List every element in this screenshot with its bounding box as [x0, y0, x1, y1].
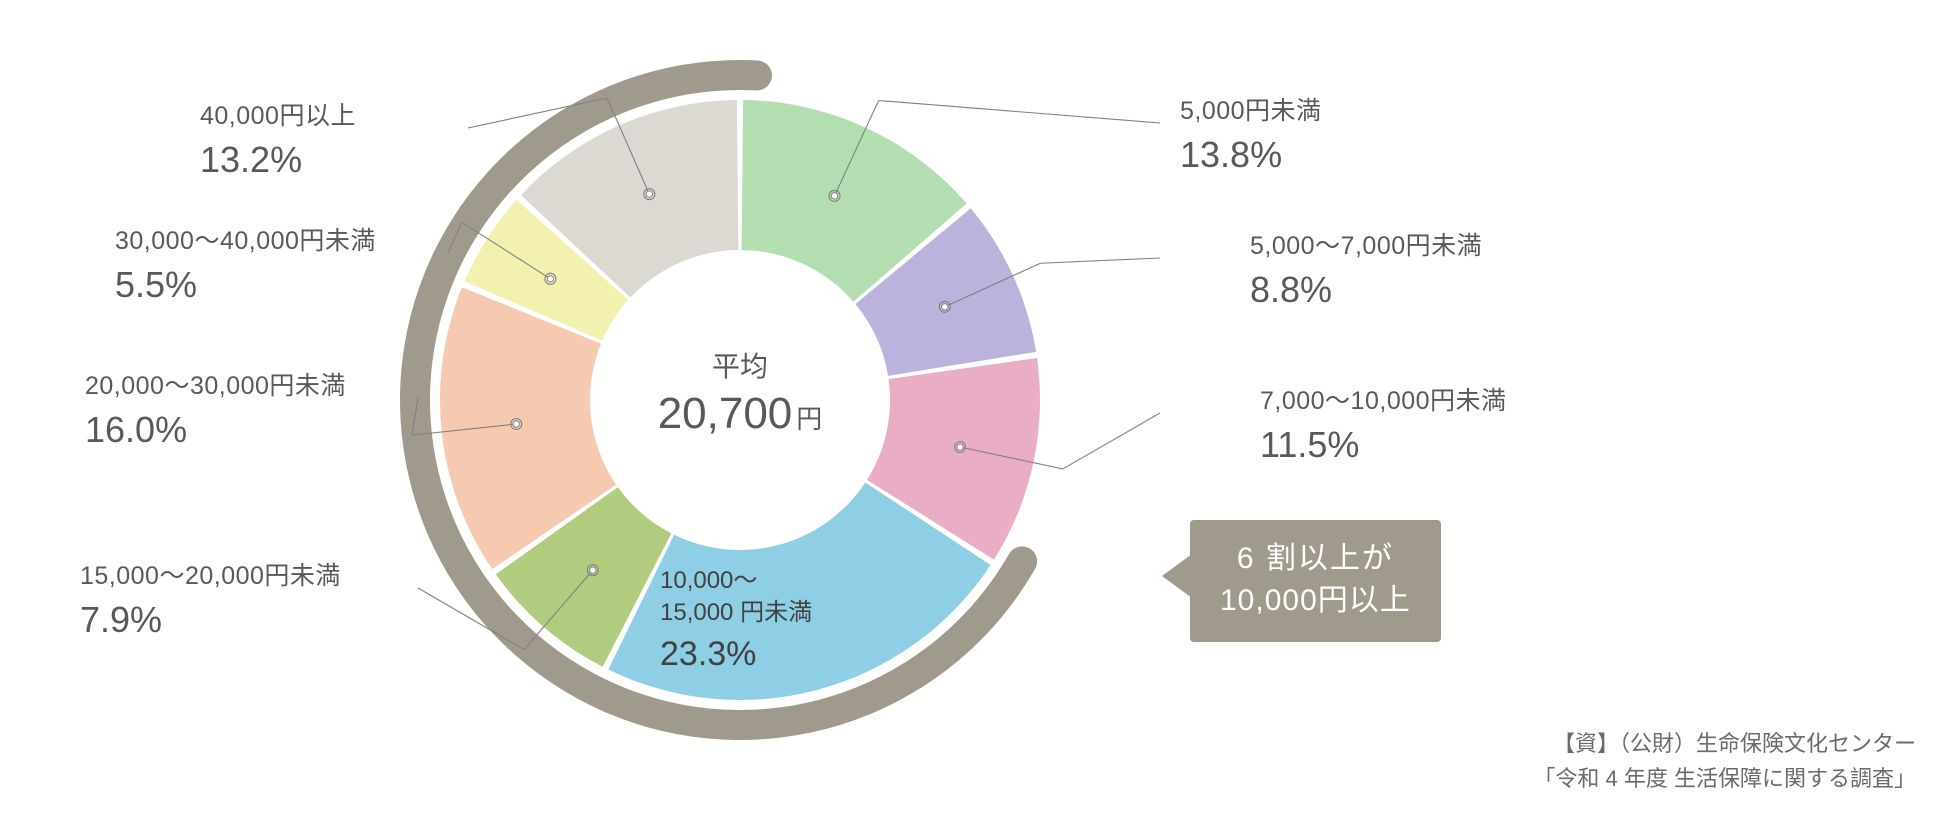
- slice-label-pct: 11.5%: [1260, 421, 1507, 470]
- highlight-callout: 6 割以上が 10,000円以上: [1190, 520, 1441, 642]
- callout-tail: [1162, 554, 1192, 598]
- slice-label: 30,000〜40,000円未満5.5%: [115, 225, 376, 309]
- leader-dot: [513, 421, 519, 427]
- source-citation: 【資】（公財）生命保険文化センター 「令和 4 年度 生活保障に関する調査」: [1533, 726, 1916, 796]
- slice-label-name: 7,000〜10,000円未満: [1260, 385, 1507, 419]
- slice-label-pct: 13.2%: [200, 136, 356, 185]
- slice-label-name: 5,000円未満: [1180, 95, 1322, 129]
- outer-arc-cap: [742, 60, 772, 90]
- leader-dot: [547, 276, 553, 282]
- slice-label-name: 30,000〜40,000円未満: [115, 225, 376, 259]
- leader-dot: [957, 444, 963, 450]
- slice-label: 5,000〜7,000円未満8.8%: [1250, 230, 1482, 314]
- slice-label: 40,000円以上13.2%: [200, 100, 356, 184]
- outer-arc-cap: [1007, 546, 1037, 576]
- center-average: 平均 20,700円: [630, 345, 850, 439]
- slice-label-pct: 7.9%: [80, 596, 341, 645]
- slice-label-name: 15,000〜20,000円未満: [80, 560, 341, 594]
- average-value: 20,700円: [630, 389, 850, 439]
- slice-label-name: 20,000〜30,000円未満: [85, 370, 346, 404]
- slice-label-inside: 10,000〜 15,000 円未満 23.3%: [660, 565, 812, 678]
- average-title: 平均: [630, 345, 850, 385]
- slice-label: 7,000〜10,000円未満11.5%: [1260, 385, 1507, 469]
- chart-stage: { "chart": { "type": "donut", "cx": 740,…: [0, 0, 1956, 826]
- leader-dot: [590, 567, 596, 573]
- slice-label-name: 40,000円以上: [200, 100, 356, 134]
- slice-label-pct: 8.8%: [1250, 266, 1482, 315]
- slice-label-pct: 16.0%: [85, 406, 346, 455]
- leader-dot: [942, 304, 948, 310]
- slice-label-pct: 13.8%: [1180, 131, 1322, 180]
- slice-label-pct: 5.5%: [115, 261, 376, 310]
- leader-dot: [646, 191, 652, 197]
- slice-label: 5,000円未満13.8%: [1180, 95, 1322, 179]
- slice-label-name: 5,000〜7,000円未満: [1250, 230, 1482, 264]
- leader-dot: [831, 193, 837, 199]
- slice-label: 15,000〜20,000円未満7.9%: [80, 560, 341, 644]
- slice-label: 20,000〜30,000円未満16.0%: [85, 370, 346, 454]
